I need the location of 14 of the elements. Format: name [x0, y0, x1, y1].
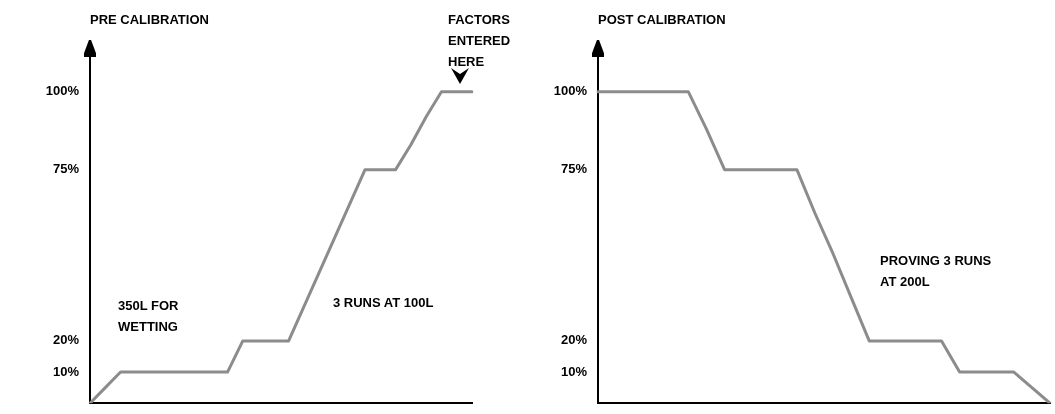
y-tick-label: 75% [560, 161, 588, 177]
annotation: 350L FOR WETTING [118, 298, 180, 335]
y-tick-label: 75% [52, 161, 80, 177]
annotation: PROVING 3 RUNS AT 200L [880, 253, 992, 290]
y-tick-label: 10% [560, 363, 588, 379]
y-tick-label: 20% [52, 332, 80, 348]
annotation: FACTORS ENTERED HERE [448, 12, 511, 70]
chart-title: PRE CALIBRATION [90, 12, 209, 28]
chart-title: POST CALIBRATION [598, 12, 726, 28]
annotation: 3 RUNS AT 100L [333, 295, 434, 311]
y-tick-label: 10% [52, 363, 80, 379]
y-tick-label: 20% [560, 332, 588, 348]
y-tick-label: 100% [553, 83, 588, 99]
y-tick-label: 100% [45, 83, 80, 99]
